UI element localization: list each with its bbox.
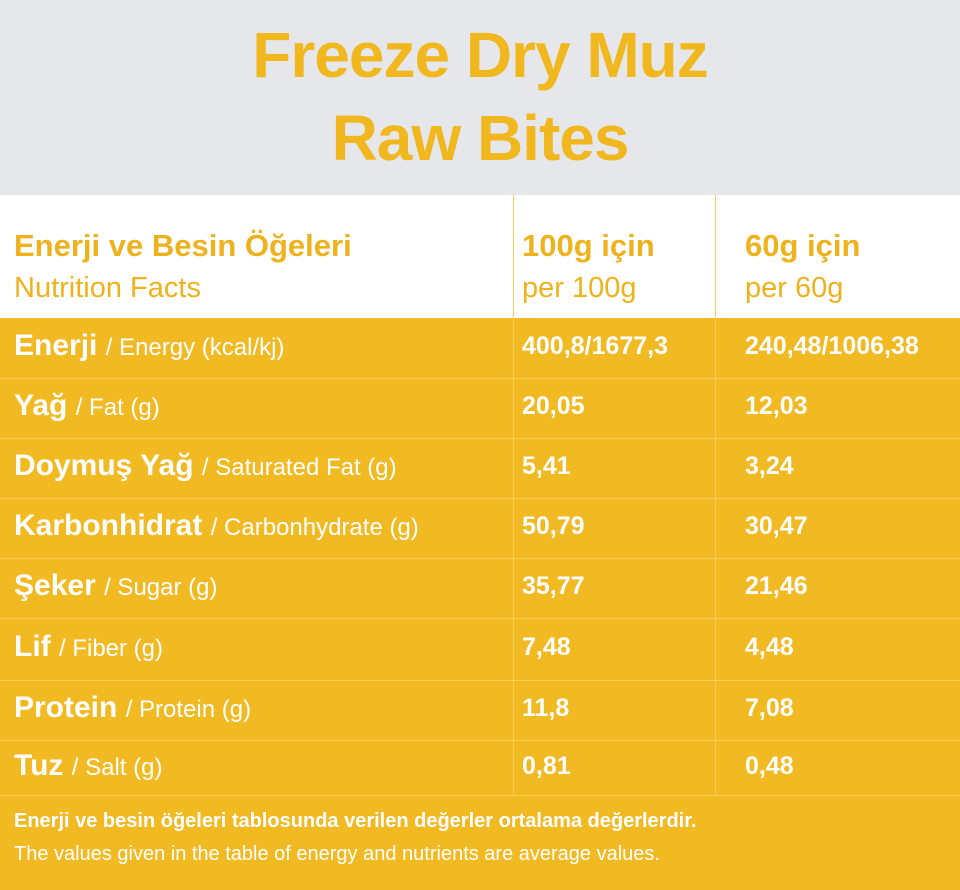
value-per-100g: 0,81: [522, 751, 571, 780]
row-divider: [0, 795, 960, 796]
row-label: Lif / Fiber (g): [14, 630, 163, 664]
row-label: Yağ / Fat (g): [14, 389, 160, 423]
row-label: Şeker / Sugar (g): [14, 569, 217, 603]
row-divider: [0, 498, 960, 499]
row-divider: [0, 378, 960, 379]
column-title: 100g için: [522, 228, 655, 263]
row-label: Enerji / Energy (kcal/kj): [14, 329, 284, 363]
nutrient-en: / Protein (g): [125, 696, 252, 723]
value-per-60g: 240,48/1006,38: [745, 332, 919, 360]
row-divider: [0, 618, 960, 619]
value-per-100g: 7,48: [522, 633, 571, 661]
nutrient-en: / Sugar (g): [104, 574, 218, 601]
nutrient-en: / Saturated Fat (g): [201, 454, 397, 481]
row-label: Protein / Protein (g): [14, 691, 251, 725]
value-per-100g: 5,41: [522, 452, 571, 480]
nutrient-en: / Fat (g): [75, 394, 160, 421]
row-label: Tuz / Salt (g): [14, 749, 162, 783]
nutrient-tr: Lif: [14, 630, 51, 663]
nutrient-tr: Protein: [14, 691, 118, 724]
nutrient-tr: Doymuş Yağ: [14, 449, 194, 482]
column-subtitle: per 100g: [522, 272, 637, 304]
nutrient-en: / Fiber (g): [59, 635, 164, 662]
row-divider: [0, 740, 960, 741]
column-divider: [513, 195, 514, 795]
nutrient-tr: Yağ: [14, 389, 68, 422]
value-per-60g: 3,24: [745, 452, 794, 480]
value-per-60g: 4,48: [745, 633, 794, 661]
nutrient-en: / Salt (g): [71, 753, 163, 781]
value-per-100g: 20,05: [522, 392, 585, 420]
row-divider: [0, 558, 960, 559]
title-line: Raw Bites: [331, 102, 630, 174]
column-subtitle: per 60g: [745, 272, 844, 304]
value-per-100g: 11,8: [522, 694, 570, 722]
value-per-100g: 50,79: [522, 512, 585, 540]
value-per-60g: 12,03: [745, 392, 808, 420]
value-per-100g: 400,8/1677,3: [522, 332, 668, 360]
title-line: Freeze Dry Muz: [252, 19, 708, 91]
footer-note-en: The values given in the table of energy …: [14, 843, 660, 865]
value-per-100g: 35,77: [522, 572, 585, 600]
column-title: 60g için: [745, 228, 861, 263]
nutrient-en: / Carbonhydrate (g): [210, 514, 419, 541]
row-label: Doymuş Yağ / Saturated Fat (g): [14, 449, 397, 483]
value-per-60g: 0,48: [745, 751, 794, 780]
nutrient-tr: Şeker: [14, 569, 96, 602]
row-label: Karbonhidrat / Carbonhydrate (g): [14, 509, 419, 543]
nutrient-tr: Enerji: [14, 329, 98, 362]
column-divider: [715, 195, 716, 795]
footer-note-tr: Enerji ve besin öğeleri tablosunda veril…: [14, 810, 697, 832]
nutrient-tr: Karbonhidrat: [14, 509, 203, 542]
column-subtitle: Nutrition Facts: [14, 272, 201, 304]
value-per-60g: 30,47: [745, 512, 808, 540]
nutrient-tr: Tuz: [14, 748, 64, 782]
row-divider: [0, 438, 960, 439]
nutrient-en: / Energy (kcal/kj): [105, 334, 285, 361]
column-header-band: [0, 195, 960, 318]
title-band: [0, 0, 960, 195]
row-divider: [0, 680, 960, 681]
column-title: Enerji ve Besin Öğeleri: [14, 228, 352, 263]
value-per-60g: 7,08: [745, 694, 794, 722]
value-per-60g: 21,46: [745, 572, 808, 600]
